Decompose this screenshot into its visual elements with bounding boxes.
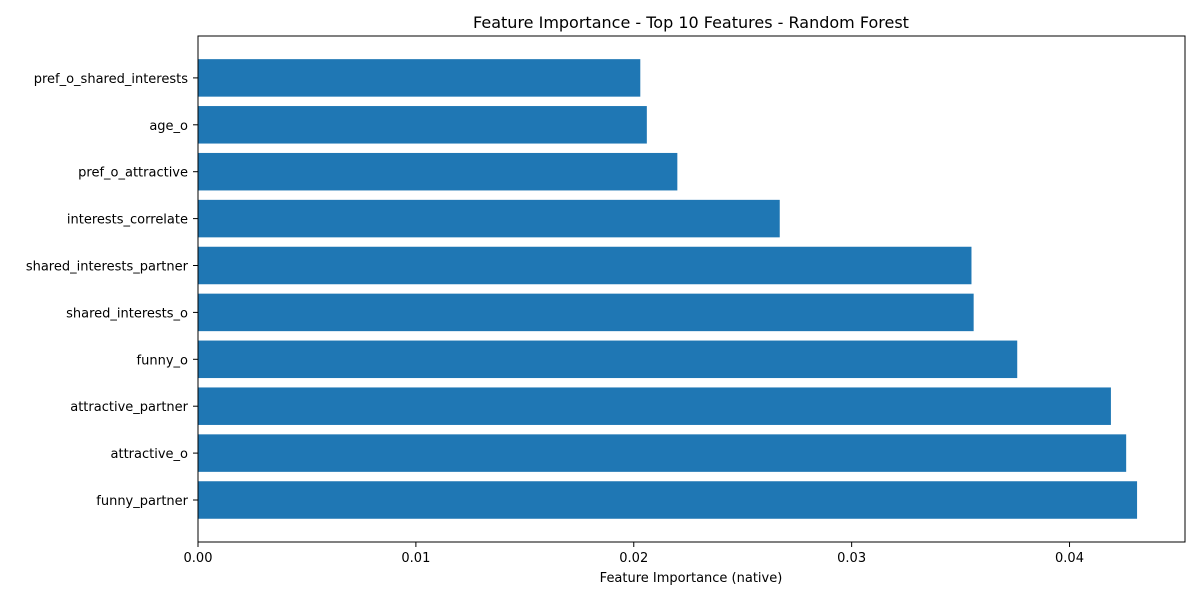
x-tick-label: 0.03 xyxy=(837,551,866,566)
bar-pref_o_attractive xyxy=(198,152,678,191)
y-tick-label: attractive_partner xyxy=(70,400,188,415)
x-tick-label: 0.00 xyxy=(184,551,213,566)
y-tick-label: pref_o_attractive xyxy=(78,166,188,181)
x-tick-label: 0.01 xyxy=(401,551,430,566)
bar-interests_correlate xyxy=(198,199,780,238)
y-tick-label: funny_partner xyxy=(96,494,188,509)
x-tick-label: 0.02 xyxy=(619,551,648,566)
y-tick-label: funny_o xyxy=(137,353,188,368)
bar-funny_o xyxy=(198,340,1018,379)
y-axis-ticks: funny_partner attractive_o attractive_part… xyxy=(26,72,198,509)
x-tick-label: 0.04 xyxy=(1055,551,1084,566)
bars-group xyxy=(198,59,1138,519)
x-axis-ticks: 0.00 0.01 0.02 0.03 0.04 xyxy=(184,542,1084,566)
bar-age_o xyxy=(198,106,647,144)
y-tick-label: attractive_o xyxy=(111,447,189,462)
y-tick-label: shared_interests_partner xyxy=(26,260,189,275)
y-tick-label: shared_interests_o xyxy=(66,306,188,321)
bar-attractive_partner xyxy=(198,387,1111,425)
bar-funny_partner xyxy=(198,481,1138,519)
bar-pref_o_shared_interests xyxy=(198,59,641,97)
y-tick-label: pref_o_shared_interests xyxy=(34,72,189,87)
bar-shared_interests_o xyxy=(198,293,974,332)
chart-title: Feature Importance - Top 10 Features - R… xyxy=(473,13,909,32)
x-axis-label: Feature Importance (native) xyxy=(600,571,783,586)
y-tick-label: age_o xyxy=(149,119,188,134)
y-tick-label: interests_correlate xyxy=(67,213,188,228)
bar-shared_interests_partner xyxy=(198,246,972,285)
bar-attractive_o xyxy=(198,434,1127,472)
plot-area-frame xyxy=(197,35,1186,543)
